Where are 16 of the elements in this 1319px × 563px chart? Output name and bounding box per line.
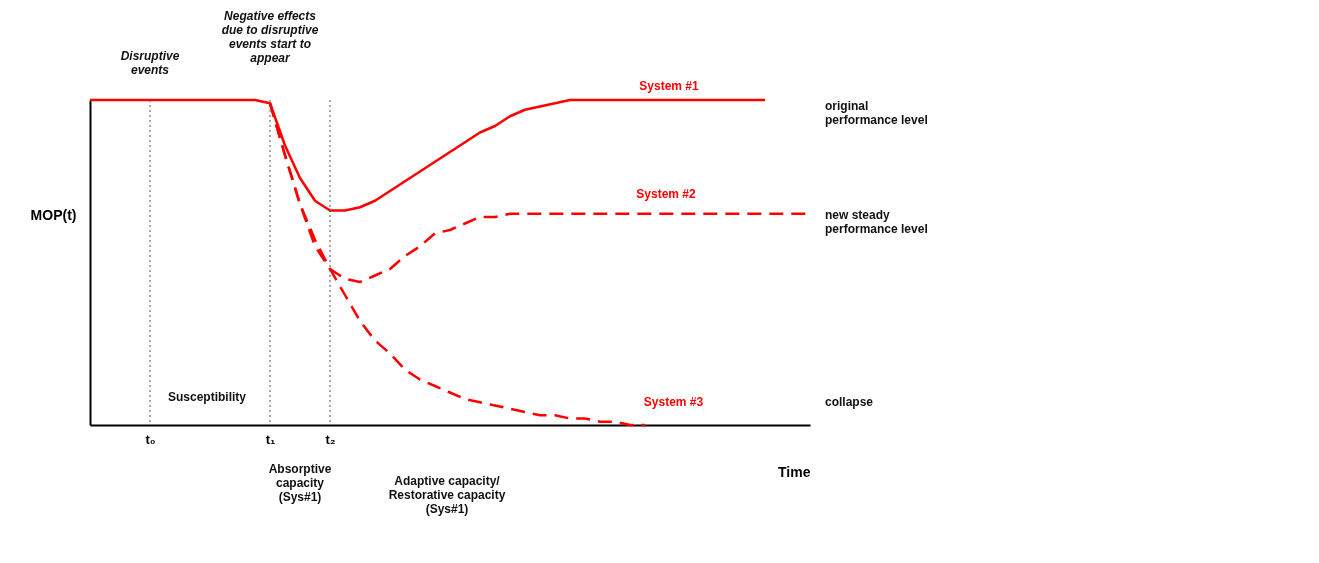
text: Disruptive events: [120, 49, 180, 77]
series-label: System #3: [643, 395, 704, 409]
annotation: Susceptibility: [167, 390, 247, 404]
x-tick-label: t₂: [325, 431, 336, 447]
y-axis-title: MOP(t): [30, 206, 77, 223]
text: Absorptive capacity (Sys#1): [268, 462, 332, 504]
text: collapse: [825, 395, 874, 409]
series-label: System #2: [636, 187, 697, 201]
text: new steady performance level: [825, 208, 928, 236]
x-tick-label: t₀: [145, 431, 156, 447]
text: original performance level: [825, 99, 928, 127]
text: Adaptive capacity/ Restorative capacity (Sys#1): [388, 474, 506, 516]
series-label: System #1: [639, 79, 700, 93]
x-axis-title: Time: [778, 463, 811, 480]
text: Negative effects due to disruptive events start to appear: [221, 9, 319, 65]
x-tick-label: t₁: [265, 431, 276, 447]
